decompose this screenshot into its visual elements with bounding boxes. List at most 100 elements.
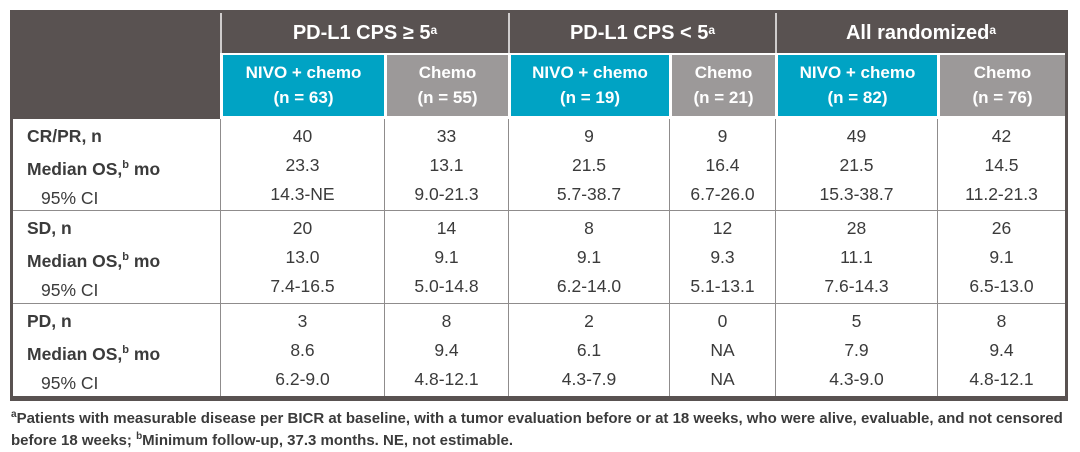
median-os-value: 6.1 [576,340,602,360]
median-os-value: 21.5 [839,155,874,175]
ci-value: 4.3-9.0 [829,369,884,389]
count-value: 9 [584,126,594,146]
ci-value: 6.2-14.0 [556,276,622,296]
arm-label: NIVO + chemo [245,62,362,82]
arm-header-nivo-chemo-cps-lt5: NIVO + chemo (n = 19) [508,53,669,119]
ci-value: 4.8-12.1 [414,369,479,389]
ci-value: 5.7-38.7 [556,184,622,204]
ci-label: 95% CI [41,187,99,208]
ci-value: 5.0-14.8 [414,276,479,296]
data-cell-sd-chemo-ge5: 14 9.1 5.0-14.8 [384,210,508,303]
arm-label: Chemo [973,62,1032,82]
count-value: 26 [991,218,1012,238]
data-cell-sd-nivo-ge5: 20 13.0 7.4-16.5 [220,210,384,303]
data-cell-crpr-nivo-ge5: 40 23.3 14.3-NE [220,119,384,210]
count-value: 9 [717,126,728,146]
count-value: 8 [441,311,452,331]
arm-n: (n = 82) [827,87,888,107]
median-os-value: 13.0 [285,247,320,267]
count-value: 8 [584,218,594,238]
median-os-label: Median OS,b mo [27,343,161,364]
arm-label: NIVO + chemo [532,62,648,82]
footnote-marker-b: b [122,251,130,263]
footnote-marker-b: b [136,430,143,442]
ci-label: 95% CI [41,372,99,393]
arm-n: (n = 63) [273,87,334,107]
median-os-value: 21.5 [571,155,607,175]
count-value: 28 [846,218,867,238]
ci-value: 7.4-16.5 [270,276,335,296]
data-cell-sd-chemo-lt5: 12 9.3 5.1-13.1 [669,210,775,303]
median-os-value: 9.4 [434,340,459,360]
data-cell-sd-nivo-all: 28 11.1 7.6-14.3 [775,210,937,303]
ci-value: 11.2-21.3 [965,184,1038,204]
row-label-sd: SD, n Median OS,b mo 95% CI [13,210,220,303]
data-cell-pd-nivo-ge5: 3 8.6 6.2-9.0 [220,303,384,396]
data-cell-crpr-chemo-lt5: 9 16.4 6.7-26.0 [669,119,775,210]
count-value: 8 [996,311,1007,331]
median-os-value: 13.1 [429,155,464,175]
footnote-marker-b: b [122,159,130,171]
group-header-label: PD-L1 CPS < 5 [569,21,709,44]
ci-value: 9.0-21.3 [414,184,479,204]
row-label-pd: PD, n Median OS,b mo 95% CI [13,303,220,396]
data-cell-pd-nivo-lt5: 2 6.1 4.3-7.9 [508,303,669,396]
arm-header-nivo-chemo-cps-ge5: NIVO + chemo (n = 63) [220,53,384,119]
data-cell-pd-nivo-all: 5 7.9 4.3-9.0 [775,303,937,396]
ci-value: 4.3-7.9 [561,369,617,389]
data-cell-crpr-chemo-all: 42 14.5 11.2-21.3 [937,119,1065,210]
count-value: 0 [717,311,728,331]
count-value: 2 [584,311,594,331]
count-value: 40 [292,126,313,146]
ci-value: 7.6-14.3 [824,276,889,296]
arm-n: (n = 21) [693,87,754,107]
median-os-value: 11.1 [840,247,873,267]
corner-cell [13,13,220,119]
metric-label: PD, n [27,311,72,331]
arm-label: NIVO + chemo [799,62,916,82]
footnote-marker-b: b [122,344,130,356]
median-os-value: NA [710,340,735,360]
arm-label: Chemo [418,62,477,82]
median-os-value: 7.9 [844,340,869,360]
arm-n: (n = 76) [972,87,1033,107]
data-cell-pd-chemo-lt5: 0 NA NA [669,303,775,396]
arm-n: (n = 19) [560,87,620,107]
data-cell-pd-chemo-all: 8 9.4 4.8-12.1 [937,303,1065,396]
data-cell-sd-chemo-all: 26 9.1 6.5-13.0 [937,210,1065,303]
count-value: 3 [297,311,308,331]
arm-header-chemo-cps-lt5: Chemo (n = 21) [669,53,775,119]
data-cell-crpr-chemo-ge5: 33 13.1 9.0-21.3 [384,119,508,210]
metric-label: CR/PR, n [27,126,102,146]
footnote-marker-a: a [11,409,17,420]
ci-value: 5.1-13.1 [690,276,755,296]
arm-n: (n = 55) [417,87,478,107]
arm-label: Chemo [694,62,753,82]
count-value: 5 [851,311,862,331]
count-value: 20 [292,218,313,238]
arm-header-nivo-chemo-all: NIVO + chemo (n = 82) [775,53,937,119]
group-header-label: All randomized [845,21,990,44]
row-label-crpr: CR/PR, n Median OS,b mo 95% CI [13,119,220,210]
ci-value: 14.3-NE [270,184,335,204]
data-cell-sd-nivo-lt5: 8 9.1 6.2-14.0 [508,210,669,303]
median-os-value: 9.1 [576,247,602,267]
footnote: aPatients with measurable disease per BI… [11,408,1069,451]
count-value: 12 [712,218,733,238]
count-value: 14 [436,218,457,238]
ci-value: 6.5-13.0 [969,276,1034,296]
median-os-value: 23.3 [285,155,320,175]
footnote-text-a: Patients with measurable disease per BIC… [11,410,1063,449]
median-os-label: Median OS,b mo [27,158,161,179]
ci-value: 4.8-12.1 [969,369,1034,389]
median-os-value: 16.4 [705,155,740,175]
data-cell-crpr-nivo-lt5: 9 21.5 5.7-38.7 [508,119,669,210]
group-header-label: PD-L1 CPS ≥ 5 [292,21,431,44]
median-os-value: 9.4 [989,340,1014,360]
ci-value: 6.7-26.0 [690,184,755,204]
ci-label: 95% CI [41,279,99,300]
group-header-all-randomized: All randomized a [775,13,1065,53]
count-value: 33 [436,126,457,146]
ci-value: 6.2-9.0 [275,369,330,389]
